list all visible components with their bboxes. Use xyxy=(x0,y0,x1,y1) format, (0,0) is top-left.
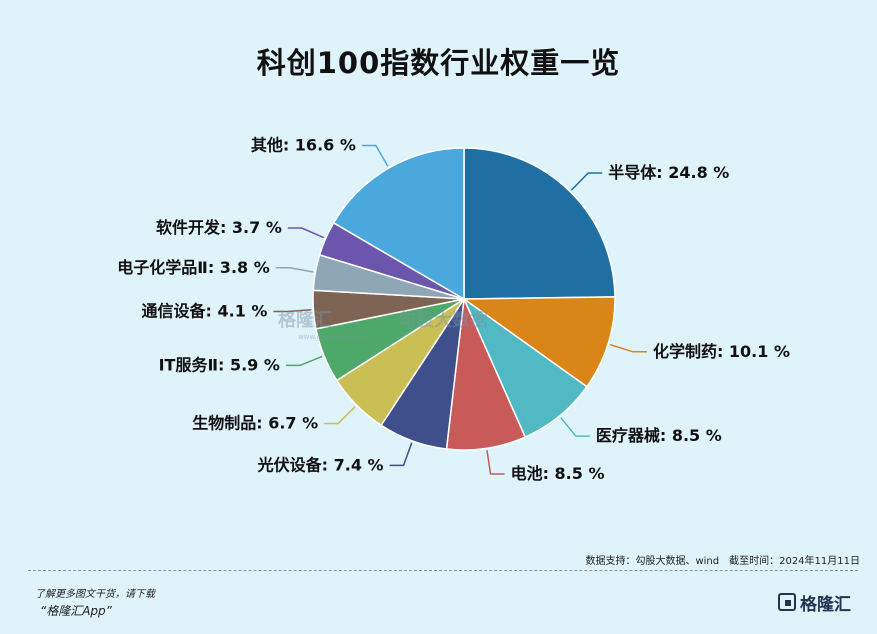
slice-label-4: 光伏设备: 7.4 % xyxy=(257,455,384,474)
watermark: 格隆汇 勾股大数据 www.gugudata.com xyxy=(278,309,488,341)
gelonghui-logo-icon xyxy=(778,593,796,611)
slice-label-2: 医疗器械: 8.5 % xyxy=(596,426,722,445)
leader-line-9 xyxy=(287,227,325,239)
source-note: 数据支持：勾股大数据、wind 截至时间：2024年11月11日 xyxy=(585,556,860,567)
slice-label-9: 软件开发: 3.7 % xyxy=(156,218,282,237)
slice-label-0: 半导体: 24.8 % xyxy=(608,163,729,182)
slice-label-7: 通信设备: 4.1 % xyxy=(142,301,268,320)
pie-slice-10 xyxy=(332,147,465,301)
slice-label-10: 其他: 16.6 % xyxy=(251,135,356,154)
slice-label-5: 生物制品: 6.7 % xyxy=(192,413,318,432)
watermark-url: www.gugudata.com xyxy=(298,333,368,341)
leader-line-7 xyxy=(273,309,312,313)
leader-line-0 xyxy=(570,172,603,191)
leader-line-5 xyxy=(324,406,356,425)
slice-label-1: 化学制药: 10.1 % xyxy=(653,342,790,361)
footer-line1: 了解更多图文干货，请下载 xyxy=(35,589,155,600)
footer-line2: “格隆汇App” xyxy=(40,604,112,618)
pie-slice-1 xyxy=(461,296,616,388)
slice-label-8: 电子化学品Ⅱ: 3.8 % xyxy=(117,258,269,277)
slice-label-6: IT服务Ⅱ: 5.9 % xyxy=(159,355,280,374)
leader-line-3 xyxy=(486,450,505,475)
watermark-left: 格隆汇 xyxy=(278,309,332,331)
brand-name: 格隆汇 xyxy=(800,594,851,615)
leader-line-4 xyxy=(389,442,413,467)
chart-title: 科创100指数行业权重一览 xyxy=(256,46,621,80)
watermark-right: 勾股大数据 xyxy=(398,309,488,331)
leader-line-6 xyxy=(285,355,323,367)
leader-line-10 xyxy=(361,144,389,167)
brand-logo: 格隆汇 xyxy=(778,590,851,615)
leader-line-2 xyxy=(560,417,590,437)
leader-line-1 xyxy=(609,343,647,353)
divider xyxy=(28,570,858,571)
leader-line-8 xyxy=(275,267,314,273)
slice-label-3: 电池: 8.5 % xyxy=(511,464,605,483)
pie-slice-0 xyxy=(463,147,616,300)
